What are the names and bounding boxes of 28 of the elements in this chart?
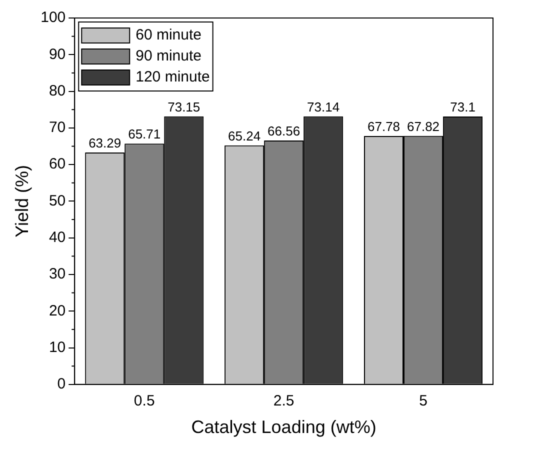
data-label: 73.15 (168, 99, 200, 114)
x-tick-label: 2.5 (273, 392, 294, 410)
data-label: 73.14 (307, 99, 340, 114)
x-tick-label: 5 (419, 392, 428, 410)
data-label: 65.71 (128, 126, 161, 142)
y-tick-label: 90 (48, 46, 66, 63)
y-tick-label: 70 (48, 119, 66, 136)
data-label: 66.56 (268, 124, 300, 139)
y-tick-label: 20 (48, 302, 66, 320)
data-label: 67.78 (367, 119, 400, 134)
y-tick-label: 40 (48, 228, 66, 246)
y-tick-label: 80 (48, 82, 66, 100)
data-label: 67.82 (407, 118, 440, 134)
y-axis-title: Yield (%) (12, 165, 32, 238)
y-tick-label: 0 (57, 376, 66, 393)
y-tick-label: 10 (48, 338, 66, 356)
y-tick-label: 100 (40, 9, 66, 26)
x-tick-label: 0.5 (134, 392, 155, 410)
data-label: 65.24 (228, 128, 261, 144)
legend-label: 120 minute (136, 68, 210, 86)
legend-label: 60 minute (136, 26, 202, 44)
data-label: 73.1 (450, 100, 476, 115)
legend-label: 90 minute (136, 48, 202, 65)
x-axis-title: Catalyst Loading (wt%) (191, 417, 376, 438)
y-tick-label: 30 (48, 266, 66, 283)
data-label: 63.29 (88, 136, 122, 151)
y-tick-label: 60 (48, 156, 66, 173)
y-tick-label: 50 (48, 192, 66, 210)
